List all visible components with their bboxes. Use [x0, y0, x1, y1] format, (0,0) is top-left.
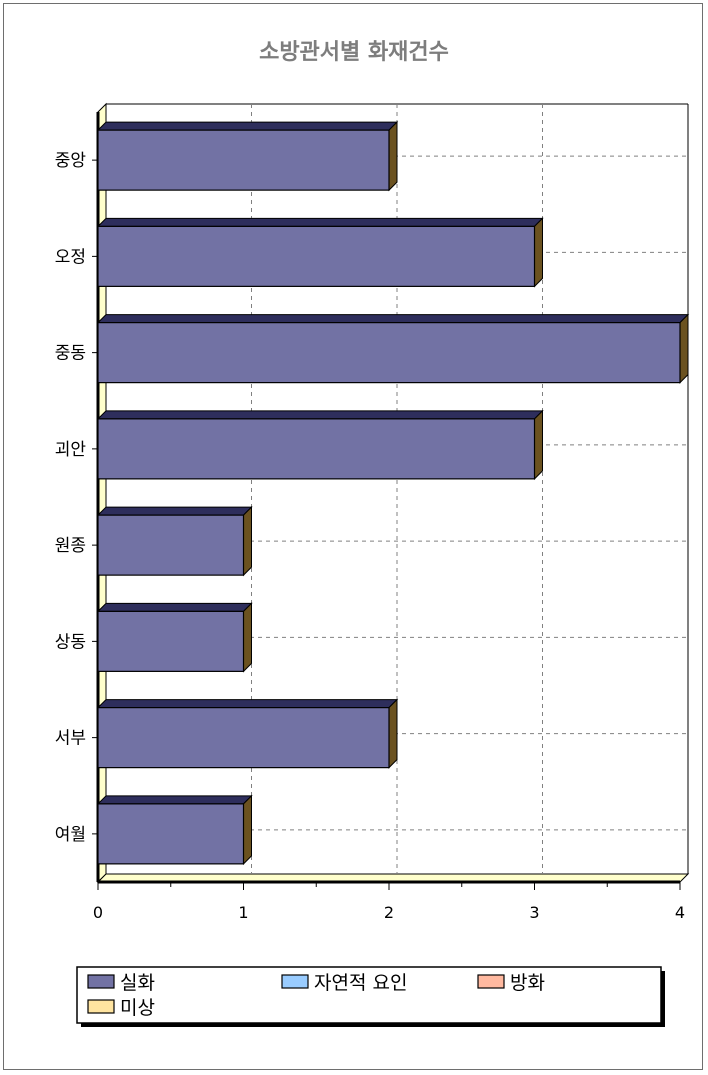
- bar: [96, 409, 544, 481]
- x-tick-label: 2: [384, 903, 394, 922]
- bar-side-face: [243, 505, 252, 577]
- bar: [96, 217, 544, 288]
- bar-top-face: [96, 795, 253, 805]
- bar-side-face: [243, 794, 252, 866]
- legend-entry: 방화: [477, 972, 545, 994]
- legend-label: 방화: [510, 972, 545, 994]
- y-tick-label: 괴안: [55, 440, 87, 460]
- legend-box: [76, 966, 662, 1024]
- x-tick-label: 1: [238, 903, 248, 922]
- bar-top-face: [96, 699, 399, 709]
- legend-swatch: [281, 974, 309, 989]
- bar-side-face: [679, 313, 689, 384]
- bar-front-face: [97, 707, 390, 769]
- bar-top-face: [96, 410, 544, 420]
- bar-side-face: [243, 602, 252, 673]
- bar-front-face: [97, 129, 390, 191]
- y-tick-label: 중동: [55, 344, 86, 364]
- y-tick-label: 상동: [55, 632, 86, 652]
- bar: [96, 698, 399, 769]
- x-tick-label: 0: [93, 903, 103, 922]
- legend-entry: 자연적 요인: [281, 972, 407, 994]
- bar-side-face: [534, 409, 543, 481]
- legend-swatch: [87, 999, 115, 1014]
- bar-top-face: [96, 506, 253, 516]
- legend-entry: 실화: [87, 972, 155, 994]
- y-tick-label: 서부: [55, 729, 86, 749]
- bar-top-face: [96, 602, 253, 612]
- bar-top-face: [96, 121, 399, 131]
- bar: [96, 602, 253, 673]
- y-tick-label: 원종: [55, 536, 86, 556]
- bar: [96, 505, 253, 577]
- legend-swatch: [87, 974, 115, 989]
- legend-swatch: [477, 974, 505, 989]
- bar-front-face: [97, 322, 681, 384]
- bar-top-face: [96, 217, 544, 227]
- bar-front-face: [97, 225, 536, 287]
- x-tick-label: 4: [675, 903, 685, 922]
- legend-entry: 미상: [87, 997, 155, 1019]
- bar-side-face: [388, 120, 398, 192]
- y-tick-label: 오정: [55, 247, 86, 267]
- bar-front-face: [97, 418, 536, 480]
- x-tick-label: 3: [529, 903, 539, 922]
- bar-front-face: [97, 803, 245, 865]
- chart-title: 소방관서별 화재건수: [259, 40, 449, 65]
- legend-label: 자연적 요인: [314, 972, 407, 994]
- bar-top-face: [96, 314, 690, 324]
- legend-label: 실화: [120, 972, 155, 994]
- bar: [96, 313, 690, 384]
- bar-front-face: [97, 514, 245, 576]
- bar: [96, 794, 253, 866]
- bar-front-face: [97, 610, 245, 672]
- y-tick-label: 중앙: [55, 151, 87, 171]
- bar-side-face: [388, 698, 398, 769]
- bar: [96, 120, 399, 192]
- bar-side-face: [534, 217, 543, 288]
- y-tick-label: 여월: [55, 825, 86, 845]
- legend-label: 미상: [120, 997, 155, 1019]
- plot-back-wall: [98, 104, 688, 882]
